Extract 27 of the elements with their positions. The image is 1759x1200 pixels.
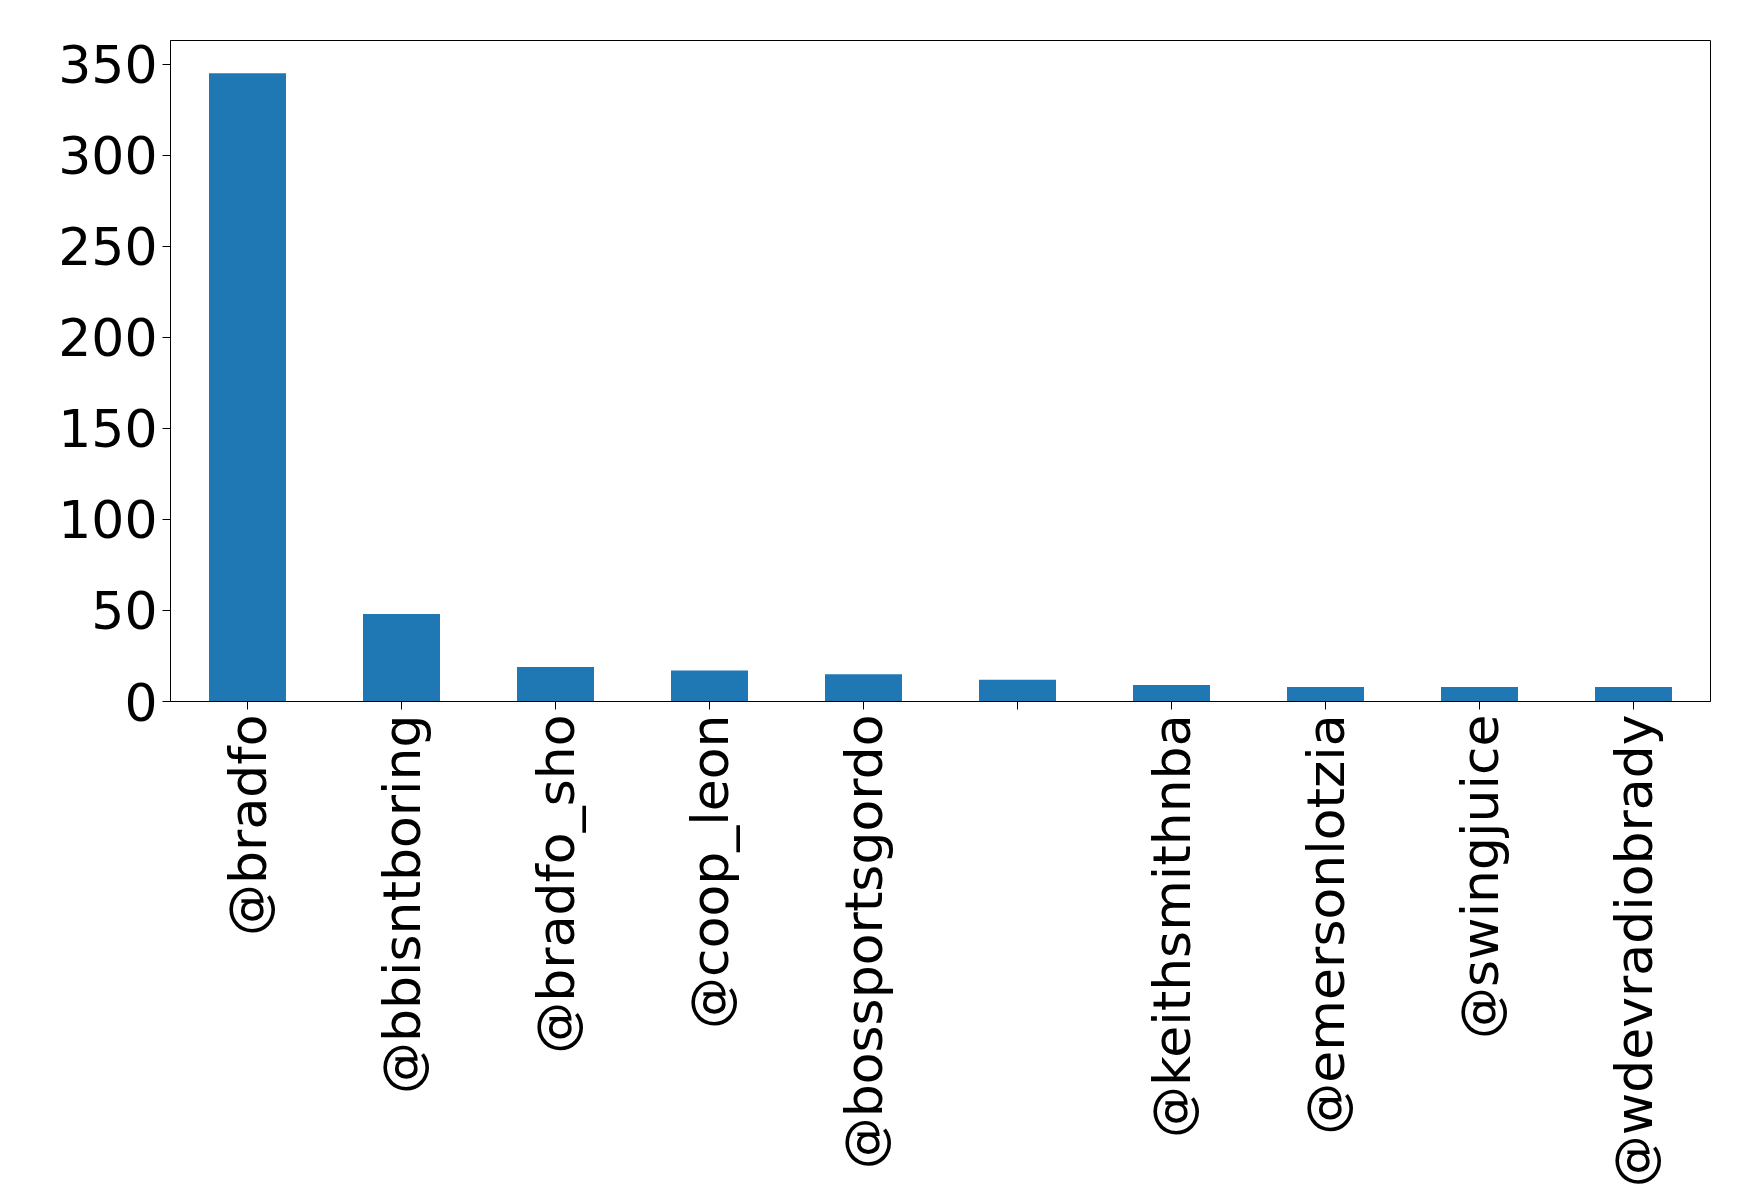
- x-tick-label: @bbisntboring: [371, 714, 432, 1095]
- y-tick-label: 350: [58, 35, 158, 96]
- x-tick-label: @coop_leon: [679, 714, 740, 1029]
- x-tick-label: @wdevradiobrady: [1603, 714, 1664, 1188]
- x-tick-label: @bradfo_sho: [525, 714, 586, 1054]
- y-tick-label: 150: [58, 399, 158, 460]
- x-tick-label: @emersonlotzia: [1295, 714, 1356, 1135]
- y-tick-label: 250: [58, 217, 158, 278]
- bar: [1133, 685, 1210, 702]
- x-tick-label: @bradfo: [217, 714, 278, 936]
- y-tick-label: 50: [91, 581, 158, 642]
- bar: [825, 674, 902, 702]
- bar: [1287, 686, 1364, 702]
- bar: [1441, 686, 1518, 702]
- bar: [1595, 686, 1672, 702]
- bar: [363, 614, 440, 702]
- bar: [517, 666, 594, 702]
- x-tick-label: @keithsmithnba: [1141, 714, 1202, 1138]
- bar: [209, 73, 286, 702]
- y-tick-label: 200: [58, 308, 158, 369]
- bar: [671, 670, 748, 702]
- bar: [979, 679, 1056, 702]
- y-tick-label: 0: [124, 672, 158, 733]
- y-tick-label: 100: [58, 490, 158, 551]
- x-tick-label: @swingjuice: [1449, 714, 1510, 1039]
- y-tick-label: 300: [58, 126, 158, 187]
- x-tick-label: @bossportsgordo: [833, 714, 894, 1170]
